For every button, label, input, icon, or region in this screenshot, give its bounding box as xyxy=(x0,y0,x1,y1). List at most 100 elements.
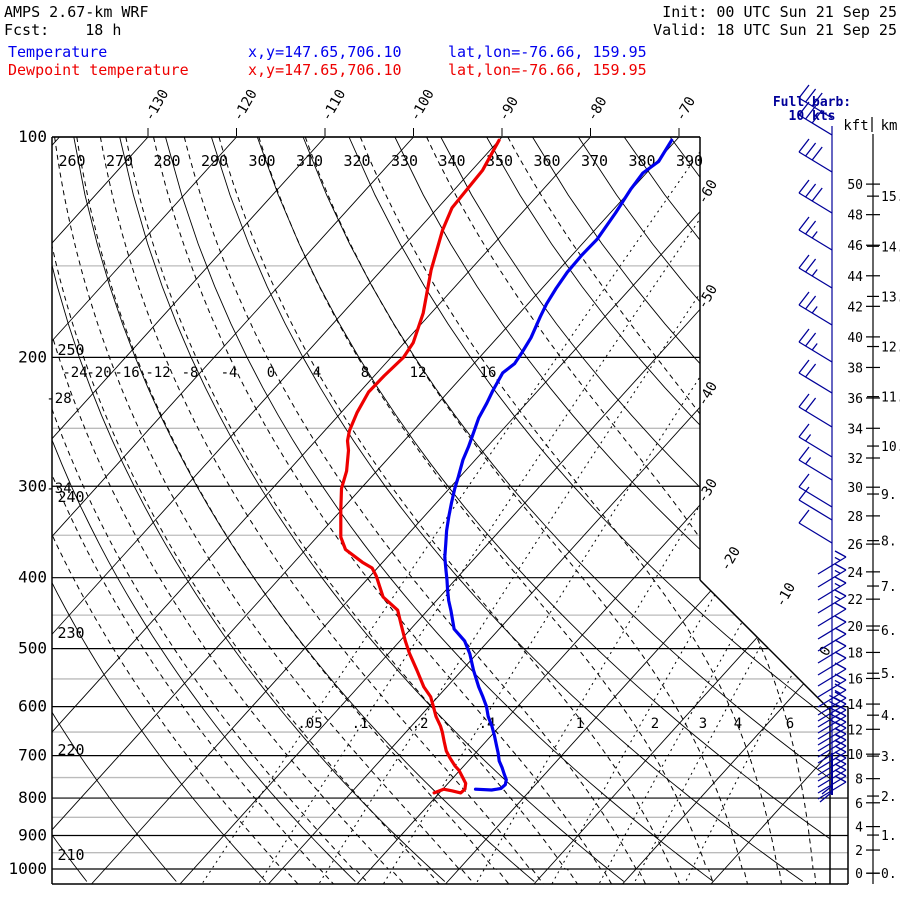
svg-text:3: 3 xyxy=(699,716,707,732)
svg-text:700: 700 xyxy=(18,746,47,765)
svg-text:3.: 3. xyxy=(881,750,897,765)
moist-adiabat-labels: -24-20 -16 -12 -8 -4 0 4 8 12 16 -28 -34 xyxy=(46,365,496,497)
svg-text:280: 280 xyxy=(153,152,180,170)
svg-text:4.: 4. xyxy=(881,709,897,724)
svg-text:0.: 0. xyxy=(881,867,897,882)
svg-text:44: 44 xyxy=(847,270,863,285)
svg-text:7.: 7. xyxy=(881,580,897,595)
svg-text:370: 370 xyxy=(581,152,608,170)
svg-text:100: 100 xyxy=(18,127,47,146)
svg-text:380: 380 xyxy=(628,152,655,170)
svg-text:350: 350 xyxy=(486,152,513,170)
svg-text:38: 38 xyxy=(847,361,863,376)
temperature-curve xyxy=(339,138,501,795)
moist-adiabats xyxy=(52,137,830,884)
svg-text:11.: 11. xyxy=(881,391,900,406)
svg-text:-40: -40 xyxy=(695,379,722,409)
theta-labels: 260 270 280 290 300 310 320 330 340 350 360 370 380 3… xyxy=(57,152,703,864)
svg-text:-90: -90 xyxy=(496,94,523,124)
svg-text:-60: -60 xyxy=(695,177,722,207)
svg-text:210: 210 xyxy=(57,846,84,864)
svg-text:12: 12 xyxy=(410,365,427,381)
svg-text:16: 16 xyxy=(847,672,863,687)
svg-text:260: 260 xyxy=(58,152,85,170)
svg-text:8.: 8. xyxy=(881,535,897,550)
svg-text:40: 40 xyxy=(847,331,863,346)
svg-text:360: 360 xyxy=(533,152,560,170)
svg-text:310: 310 xyxy=(296,152,323,170)
svg-text:320: 320 xyxy=(343,152,370,170)
svg-text:48: 48 xyxy=(847,209,863,224)
svg-text:-20: -20 xyxy=(718,544,745,574)
svg-text:230: 230 xyxy=(57,624,84,642)
svg-text:8: 8 xyxy=(855,773,863,788)
svg-text:18: 18 xyxy=(847,646,863,661)
svg-text:6.: 6. xyxy=(881,624,897,639)
svg-text:15.: 15. xyxy=(881,190,900,205)
forecast-hour: Fcst: 18 h xyxy=(4,21,122,39)
svg-text:-30: -30 xyxy=(695,476,722,506)
svg-text:390: 390 xyxy=(676,152,703,170)
svg-text:-8: -8 xyxy=(182,365,199,381)
svg-text:200: 200 xyxy=(18,347,47,366)
svg-text:-24: -24 xyxy=(62,365,87,381)
svg-text:6: 6 xyxy=(786,716,794,732)
svg-text:-120: -120 xyxy=(230,87,261,124)
svg-text:30: 30 xyxy=(847,481,863,496)
svg-text:6: 6 xyxy=(855,797,863,812)
svg-text:-50: -50 xyxy=(695,282,722,312)
top-temperature-labels: -130 -120 -110 -100 -90 -80 -70 xyxy=(142,87,699,136)
svg-text:14.: 14. xyxy=(881,240,900,255)
svg-text:km: km xyxy=(881,118,898,134)
svg-text:12.: 12. xyxy=(881,341,900,356)
svg-text:1000: 1000 xyxy=(8,859,47,878)
wind-barb-legend-line1: Full barb: xyxy=(772,95,852,110)
svg-text:.2: .2 xyxy=(412,716,429,732)
svg-text:.1: .1 xyxy=(352,716,369,732)
temperature-latlon: lat,lon=-76.66, 159.95 xyxy=(448,43,647,61)
svg-text:28: 28 xyxy=(847,510,863,525)
svg-text:42: 42 xyxy=(847,300,863,315)
dewpoint-curve xyxy=(443,138,674,792)
svg-text:16: 16 xyxy=(480,365,497,381)
temperature-grid-xy: x,y=147.65,706.10 xyxy=(248,43,402,61)
svg-text:-130: -130 xyxy=(142,87,173,124)
model-title: AMPS 2.67-km WRF xyxy=(4,3,149,21)
svg-text:5.: 5. xyxy=(881,667,897,682)
svg-text:kft: kft xyxy=(843,118,868,134)
svg-text:-28: -28 xyxy=(46,391,71,407)
svg-text:36: 36 xyxy=(847,392,863,407)
svg-text:14: 14 xyxy=(847,698,863,713)
svg-text:20: 20 xyxy=(847,620,863,635)
svg-text:4: 4 xyxy=(855,821,863,836)
init-time: Init: 00 UTC Sun 21 Sep 25 xyxy=(662,3,897,21)
mixing-ratio-lines xyxy=(201,137,830,884)
svg-text:0: 0 xyxy=(267,365,275,381)
svg-text:24: 24 xyxy=(847,566,863,581)
svg-text:300: 300 xyxy=(18,476,47,495)
svg-text:600: 600 xyxy=(18,697,47,716)
svg-text:46: 46 xyxy=(847,239,863,254)
dewpoint-latlon: lat,lon=-76.66, 159.95 xyxy=(448,61,647,79)
svg-text:13.: 13. xyxy=(881,290,900,305)
svg-text:8: 8 xyxy=(361,365,369,381)
svg-text:9.: 9. xyxy=(881,488,897,503)
svg-text:10.: 10. xyxy=(881,440,900,455)
svg-text:-16: -16 xyxy=(114,365,139,381)
pressure-axis-labels: 100 200 300 400 500 600 700 800 900 1000 xyxy=(8,127,47,878)
svg-text:240: 240 xyxy=(57,488,84,506)
svg-text:32: 32 xyxy=(847,452,863,467)
svg-text:330: 330 xyxy=(391,152,418,170)
svg-text:34: 34 xyxy=(847,422,863,437)
svg-text:22: 22 xyxy=(847,593,863,608)
svg-text:1.: 1. xyxy=(881,829,897,844)
svg-text:-110: -110 xyxy=(319,87,350,124)
svg-text:300: 300 xyxy=(248,152,275,170)
svg-text:-12: -12 xyxy=(145,365,170,381)
dewpoint-legend-label: Dewpoint temperature xyxy=(8,61,189,79)
svg-text:.05: .05 xyxy=(297,716,322,732)
svg-text:270: 270 xyxy=(106,152,133,170)
mixing-ratio-labels: .05.1.2.4 1 2 3 4 6 xyxy=(297,716,794,732)
svg-text:290: 290 xyxy=(201,152,228,170)
height-scale: kft km50484644424038363432302826242220181… xyxy=(843,117,900,884)
